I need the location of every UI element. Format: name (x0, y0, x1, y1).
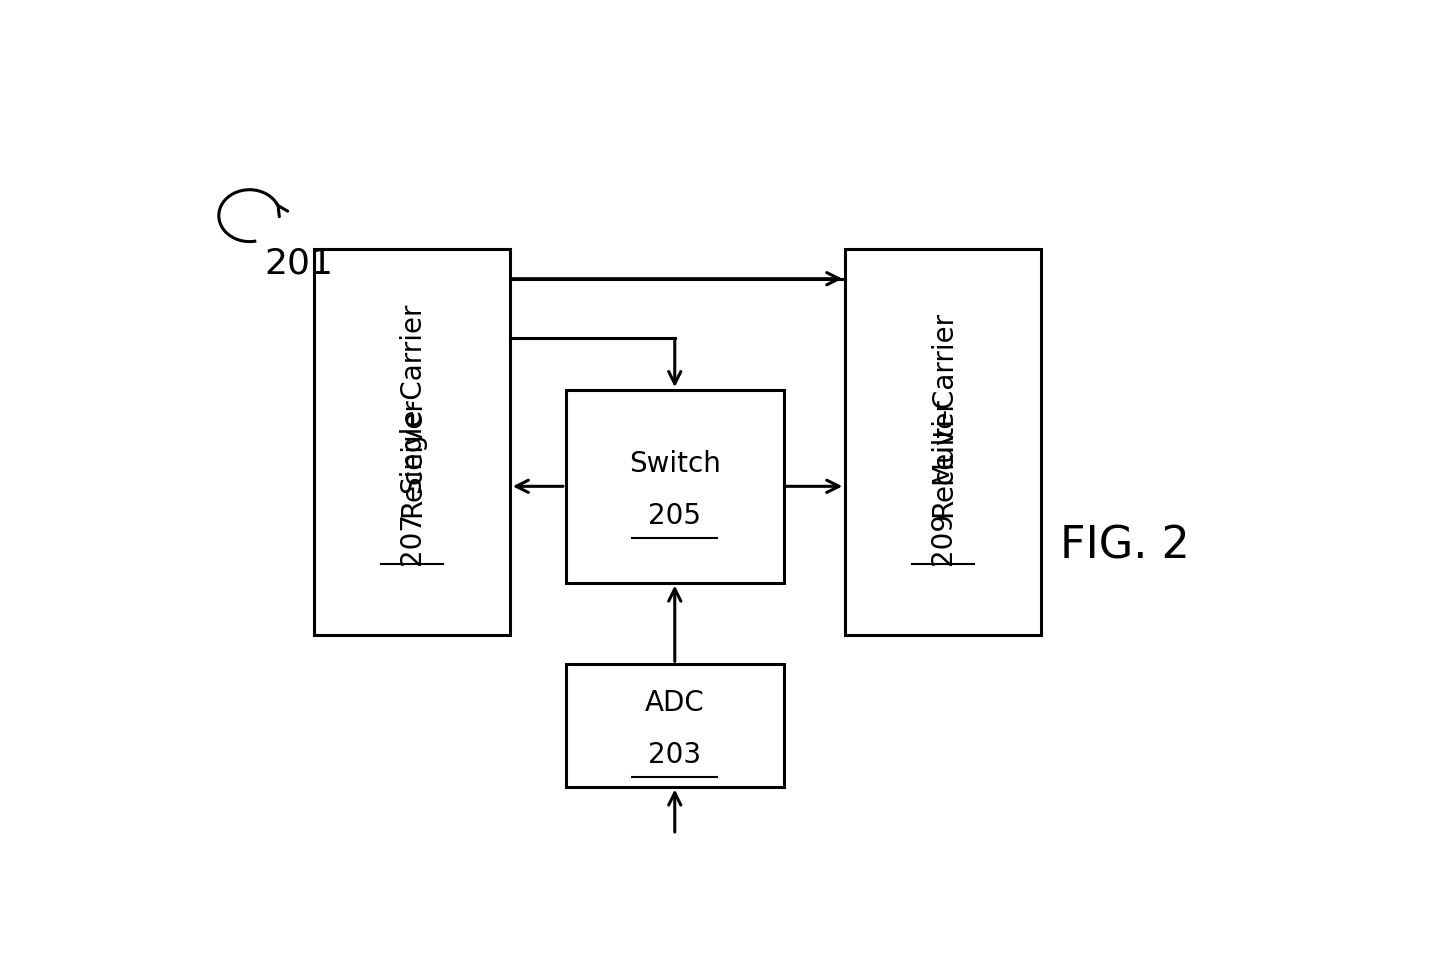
Bar (565, 664, 784, 787)
Text: Receiver: Receiver (929, 397, 957, 516)
Text: Multi-Carrier: Multi-Carrier (929, 311, 957, 483)
Text: ADC: ADC (645, 690, 705, 717)
Text: 203: 203 (649, 742, 701, 769)
Text: 207: 207 (398, 511, 427, 564)
Text: Receiver: Receiver (398, 397, 427, 516)
Text: Single-Carrier: Single-Carrier (398, 302, 427, 493)
Text: 209: 209 (929, 511, 957, 564)
Text: FIG. 2: FIG. 2 (1060, 524, 1190, 567)
Text: Switch: Switch (629, 450, 721, 478)
Bar (565, 390, 784, 583)
Text: 205: 205 (649, 502, 701, 530)
Text: 201: 201 (264, 247, 333, 281)
Bar (314, 249, 510, 635)
Bar (845, 249, 1041, 635)
